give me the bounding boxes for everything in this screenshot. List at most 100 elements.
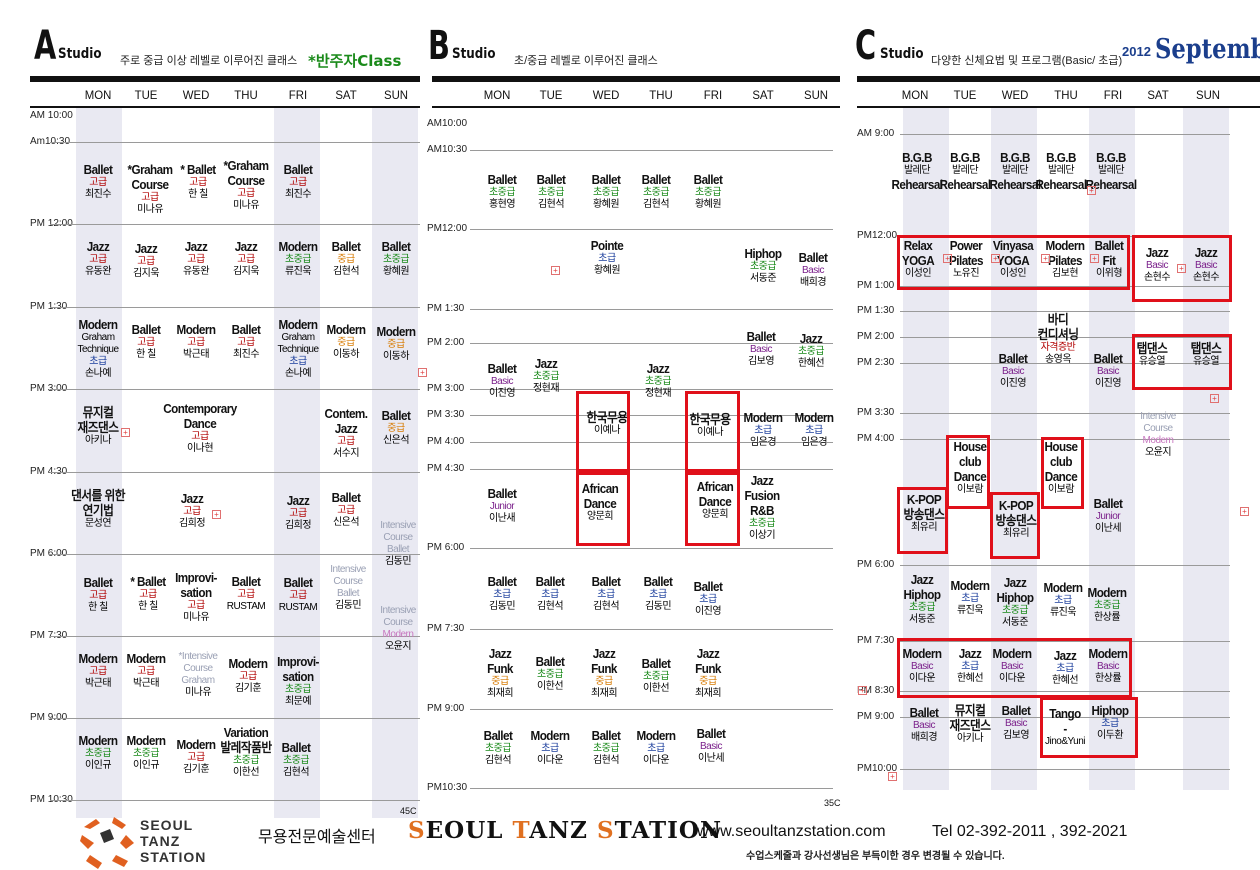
class-cell-line: 초중급 bbox=[282, 755, 310, 766]
day-header-line bbox=[857, 106, 1260, 108]
class-cell-line: Ballet bbox=[591, 172, 621, 187]
class-cell-line: Course bbox=[1143, 423, 1173, 434]
class-cell-line: Improvi- bbox=[277, 654, 319, 669]
studio-c-header: C Studio 다양한 신체요법 및 프로그램(Basic/ 초급) 2012… bbox=[845, 18, 1260, 78]
plus-icon: + bbox=[1240, 507, 1249, 516]
class-cell-line: 방송댄스 bbox=[995, 513, 1037, 528]
class-cell-line: Contem. bbox=[324, 406, 368, 421]
class-cell-line: Ballet bbox=[798, 250, 828, 265]
time-label: PM 2:00 bbox=[427, 337, 465, 348]
website-link[interactable]: www.seoultanzstation.com bbox=[697, 823, 886, 840]
logo-text-2: TANZ bbox=[140, 833, 181, 849]
class-cell-line: 초중급 bbox=[797, 346, 825, 357]
class-cell: Ballet 초중급 김현석 bbox=[590, 728, 622, 767]
class-cell-line: 고급 bbox=[189, 177, 207, 188]
class-cell-line: 최재희 bbox=[694, 688, 722, 699]
class-cell-line: 고급 bbox=[137, 666, 155, 677]
class-cell-line: B.G.B bbox=[1046, 150, 1076, 165]
class-cell-line: Ballet bbox=[336, 588, 360, 599]
day-header-sat: SAT bbox=[335, 88, 357, 102]
class-cell-line: African bbox=[696, 479, 734, 494]
class-cell-line: RUSTAM bbox=[226, 601, 266, 612]
time-label: PM 10:30 bbox=[30, 794, 73, 805]
class-cell-line: Rehearsal bbox=[939, 177, 991, 192]
class-cell-line: Ballet bbox=[281, 740, 311, 755]
class-cell-line: 뮤지컬 bbox=[954, 703, 986, 718]
class-cell: Modern 초중급 이인규 bbox=[124, 733, 167, 772]
class-cell: Jazz Hiphop 초중급 서동준 bbox=[901, 572, 942, 626]
time-label: PM12:00 bbox=[427, 223, 468, 234]
class-cell-line: 고급 bbox=[337, 436, 355, 447]
class-cell: Modern 초급 이다운 bbox=[634, 728, 677, 767]
day-header-fri: FRI bbox=[703, 88, 723, 102]
class-cell-line: 김보영 bbox=[1002, 730, 1030, 741]
class-cell: Intensive Course Ballet 김동민 bbox=[330, 564, 366, 612]
grid-line bbox=[50, 472, 420, 473]
class-cell: Jazz Hiphop 초중급 서동준 bbox=[994, 575, 1035, 629]
class-cell: Jazz 초중급 한혜선 bbox=[797, 331, 825, 370]
class-cell-line: 김동민 bbox=[644, 601, 672, 612]
class-cell: Ballet 고급 최진수 bbox=[230, 322, 262, 361]
day-header-sun: SUN bbox=[803, 88, 829, 102]
class-cell-line: 이한선 bbox=[536, 681, 564, 692]
class-cell: Jazz Basic 손현수 bbox=[1144, 245, 1171, 284]
class-cell: 한국무용 이예나 bbox=[687, 412, 732, 439]
class-cell-line: 연기법 bbox=[82, 503, 114, 518]
class-cell-line: 황혜원 bbox=[382, 266, 410, 277]
class-cell: Modern 초급 임은경 bbox=[792, 410, 835, 449]
class-cell: Ballet Basic 이난세 bbox=[695, 726, 727, 765]
class-cell-line: YOGA bbox=[901, 253, 935, 268]
class-cell-line: 초급 bbox=[961, 661, 979, 672]
class-cell-line: 김현석 bbox=[484, 755, 512, 766]
class-cell-line: 고급 bbox=[237, 337, 255, 348]
class-cell-line: * Ballet bbox=[180, 162, 216, 177]
time-label: PM 2:30 bbox=[857, 357, 895, 368]
class-cell-line: 김동민 bbox=[334, 600, 362, 611]
class-cell-line: 고급 bbox=[187, 752, 205, 763]
class-cell-line: Ballet bbox=[693, 172, 723, 187]
class-cell-line: 노유진 bbox=[952, 268, 980, 279]
class-cell-line: House bbox=[953, 439, 987, 454]
class-cell-line: Modern bbox=[326, 322, 366, 337]
day-header-line bbox=[30, 106, 420, 108]
class-cell-line: 뮤지컬 bbox=[82, 405, 114, 420]
class-cell-line: 황혜원 bbox=[592, 199, 620, 210]
class-cell-line: Pointe bbox=[590, 238, 624, 253]
grid-line bbox=[50, 554, 420, 555]
class-cell-line: 고급 bbox=[141, 192, 159, 203]
time-label: AM10:00 bbox=[427, 118, 468, 129]
mon-column-shade bbox=[903, 108, 949, 790]
class-cell-line: 한혜선 bbox=[797, 358, 825, 369]
class-cell-line: Pilates bbox=[949, 253, 983, 268]
class-cell-line: 이난세 bbox=[697, 753, 725, 764]
class-cell-line: Modern bbox=[1045, 238, 1085, 253]
class-cell-line: 고급 bbox=[289, 590, 307, 601]
class-cell-line: 류진욱 bbox=[956, 605, 984, 616]
class-cell-line: 탭댄스 bbox=[1136, 341, 1168, 356]
class-cell-line: RUSTAM bbox=[278, 602, 318, 613]
highlight-box bbox=[946, 435, 990, 509]
class-cell: Ballet 고급 한 칠 bbox=[130, 322, 162, 361]
plus-icon: + bbox=[888, 772, 897, 781]
class-cell: African Dance 양문희 bbox=[695, 479, 736, 521]
class-cell-line: 초급 bbox=[699, 594, 717, 605]
class-cell: Ballet Basic 이진영 bbox=[1092, 351, 1124, 390]
grid-line bbox=[50, 142, 420, 143]
class-cell-line: Power bbox=[949, 238, 983, 253]
class-cell: Ballet 초중급 이한선 bbox=[640, 656, 672, 695]
class-cell-line: 김지욱 bbox=[132, 268, 160, 279]
class-cell-line: 한혜선 bbox=[956, 673, 984, 684]
grid-line bbox=[900, 311, 1230, 312]
class-cell-line: Modern bbox=[794, 410, 834, 425]
class-cell-line: 한 칠 bbox=[138, 601, 158, 612]
class-cell-line: 최유리 bbox=[1002, 528, 1030, 539]
class-cell: Modern 고급 박근태 bbox=[124, 651, 167, 690]
class-cell-line: 발레단 bbox=[1001, 165, 1029, 176]
class-cell-line: Ballet bbox=[1093, 351, 1123, 366]
class-cell-line: Graham bbox=[281, 332, 315, 343]
plus-icon: + bbox=[943, 254, 952, 263]
class-cell-line: 신은석 bbox=[332, 517, 360, 528]
class-cell-line: 김동민 bbox=[488, 601, 516, 612]
class-cell-line: 고급 bbox=[187, 337, 205, 348]
day-header-tue: TUE bbox=[134, 88, 158, 102]
